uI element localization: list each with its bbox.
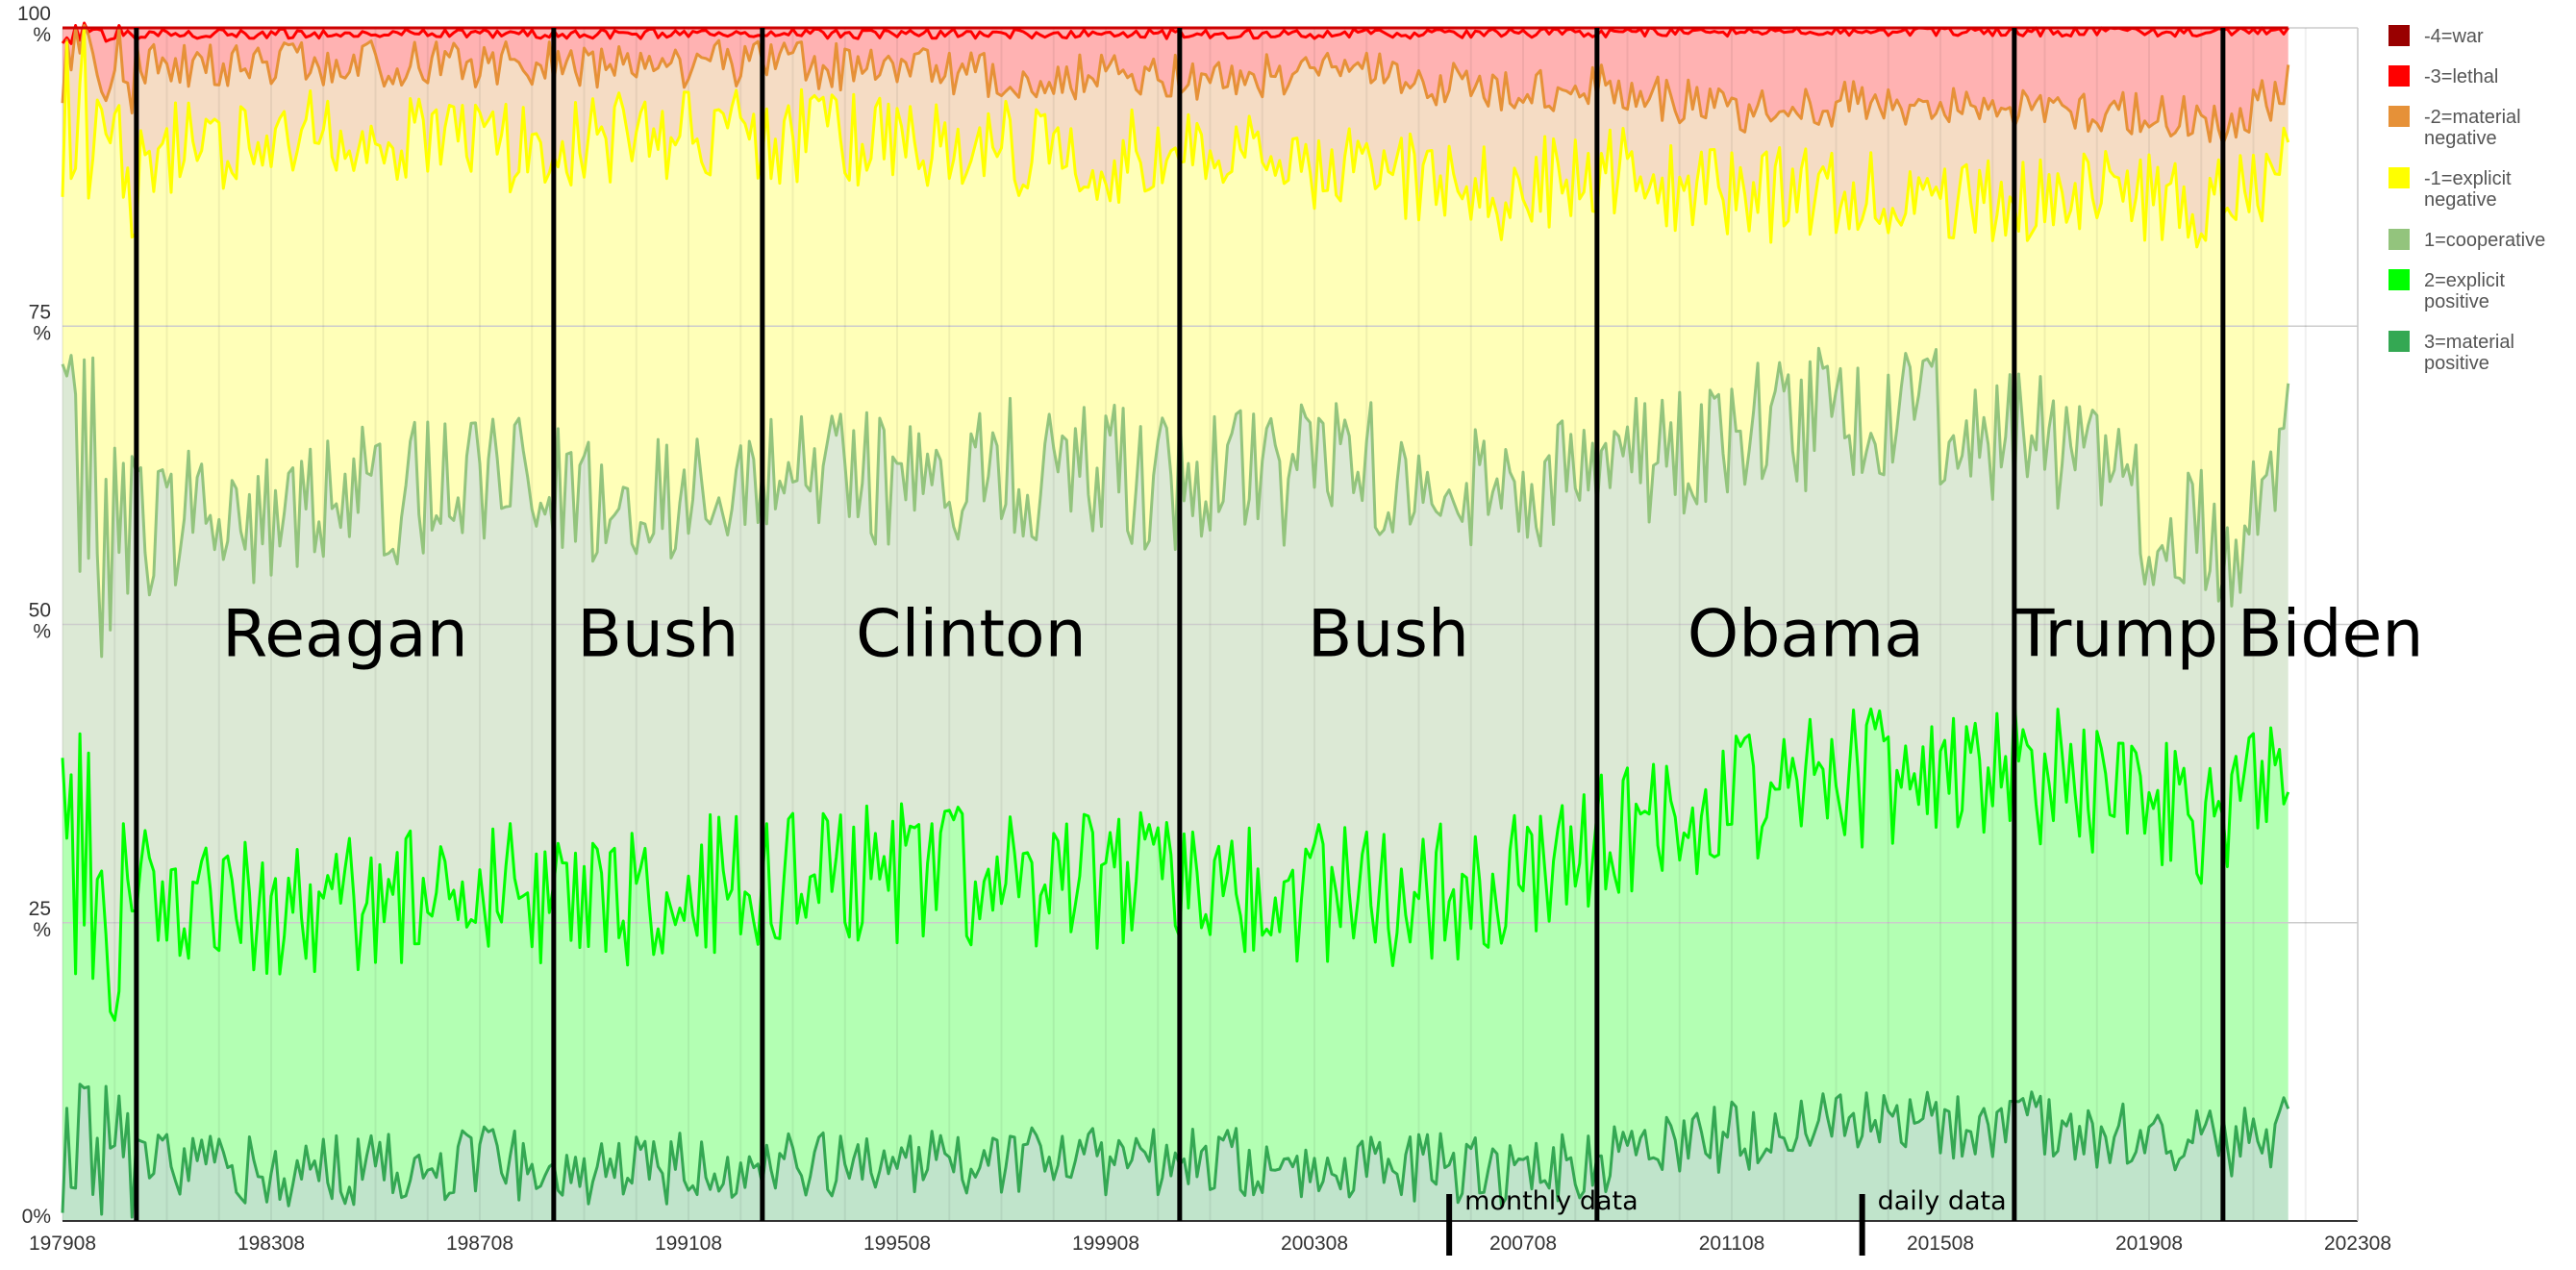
administration-label: Reagan bbox=[222, 597, 468, 673]
y-tick-label: 25 bbox=[29, 898, 51, 920]
x-tick-label: 197908 bbox=[29, 1233, 96, 1255]
area-layers bbox=[63, 23, 2288, 1221]
series-line-explicit-positive bbox=[61, 697, 2290, 1022]
x-tick-label: 200708 bbox=[1489, 1233, 1557, 1255]
area-material-positive bbox=[63, 1083, 2288, 1221]
annotation-label: daily data bbox=[1878, 1186, 2007, 1216]
administration-label: Bush bbox=[577, 597, 738, 673]
legend-swatch bbox=[2388, 229, 2410, 250]
administration-label: Clinton bbox=[856, 597, 1087, 673]
legend-swatch bbox=[2388, 65, 2410, 87]
legend-label: positive bbox=[2424, 291, 2489, 312]
administration-label: Obama bbox=[1688, 597, 1924, 673]
x-axis-labels: 197908 198308 198708 199108 199508 199908 2003… bbox=[29, 1233, 2391, 1255]
x-tick-label: 199908 bbox=[1072, 1233, 1139, 1255]
annotations: monthly data daily data bbox=[1446, 1186, 2007, 1256]
area-lethal bbox=[63, 23, 2288, 144]
series-line-material-negative bbox=[61, 24, 2290, 146]
x-tick-label: 201108 bbox=[1699, 1233, 1765, 1255]
administration-label: Bush bbox=[1308, 597, 1469, 673]
administration-label: Trump bbox=[2013, 597, 2218, 673]
legend-label: -4=war bbox=[2424, 26, 2484, 47]
y-tick-label: 100 bbox=[17, 3, 51, 25]
x-tick-label: 199108 bbox=[655, 1233, 722, 1255]
y-tick-label: % bbox=[33, 621, 51, 643]
y-tick-label: % bbox=[33, 24, 51, 46]
x-tick-label: 202308 bbox=[2324, 1233, 2391, 1255]
series-lines bbox=[61, 21, 2290, 1219]
legend: -4=war-3=lethal-2=materialnegative-1=exp… bbox=[2388, 25, 2545, 374]
legend-label: negative bbox=[2424, 189, 2497, 211]
y-tick-label: 0% bbox=[22, 1206, 51, 1228]
y-tick-label: 50 bbox=[29, 600, 51, 622]
y-tick-label: 75 bbox=[29, 301, 51, 323]
y-tick-label: % bbox=[33, 322, 51, 344]
x-tick-label: 198308 bbox=[238, 1233, 305, 1255]
legend-swatch bbox=[2388, 25, 2410, 46]
legend-label: -2=material bbox=[2424, 107, 2521, 128]
annotation-label: monthly data bbox=[1464, 1186, 1638, 1216]
legend-label: 2=explicit bbox=[2424, 270, 2505, 291]
legend-label: 1=cooperative bbox=[2424, 230, 2545, 251]
legend-swatch bbox=[2388, 269, 2410, 290]
legend-label: 3=material bbox=[2424, 332, 2514, 353]
y-tick-label: % bbox=[33, 919, 51, 941]
legend-swatch bbox=[2388, 106, 2410, 127]
administration-label: Biden bbox=[2238, 597, 2424, 673]
area-material-negative bbox=[63, 25, 2288, 247]
x-tick-label: 200308 bbox=[1281, 1233, 1348, 1255]
series-line-material-positive bbox=[61, 1083, 2290, 1219]
legend-swatch bbox=[2388, 331, 2410, 352]
legend-label: -3=lethal bbox=[2424, 66, 2498, 87]
x-tick-label: 201508 bbox=[1907, 1233, 1974, 1255]
series-line-explicit-negative bbox=[61, 26, 2290, 249]
administration-markers: Reagan Bush Clinton Bush Obama Trump Biden bbox=[134, 28, 2424, 1221]
y-axis-labels: 0%25%50%75%100% bbox=[17, 3, 51, 1228]
area-explicit-positive bbox=[63, 699, 2288, 1217]
x-tick-label: 198708 bbox=[446, 1233, 513, 1255]
legend-label: positive bbox=[2424, 353, 2489, 374]
legend-swatch bbox=[2388, 167, 2410, 188]
x-tick-label: 199508 bbox=[863, 1233, 931, 1255]
area-explicit-negative bbox=[63, 28, 2288, 657]
x-tick-label: 201908 bbox=[2115, 1233, 2183, 1255]
legend-label: -1=explicit bbox=[2424, 168, 2512, 189]
area-cooperative bbox=[63, 348, 2288, 1021]
series-line-cooperative bbox=[61, 346, 2290, 659]
legend-label: negative bbox=[2424, 128, 2497, 149]
